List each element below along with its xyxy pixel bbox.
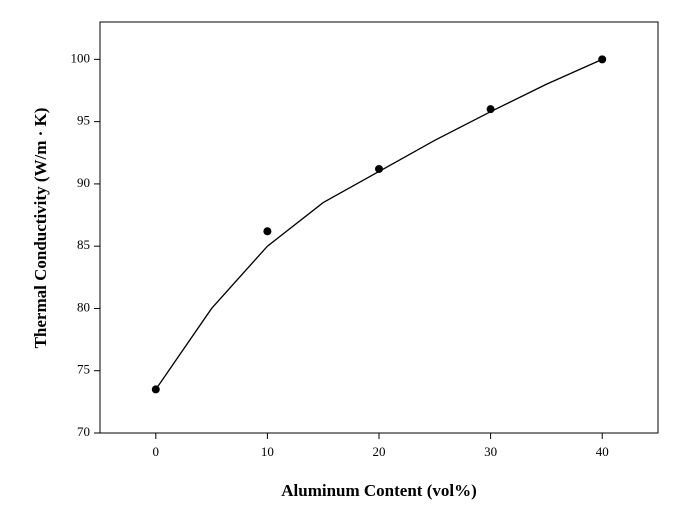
data-point — [151, 385, 160, 394]
y-axis-label: Thermal Conductivity (W/m · K) — [31, 108, 50, 349]
data-point — [263, 227, 272, 236]
fit-curve — [155, 58, 603, 390]
data-point — [598, 55, 607, 64]
data-point — [375, 164, 383, 173]
x-tick-label: 40 — [596, 444, 609, 459]
y-tick-label: 70 — [77, 424, 90, 439]
x-tick-label: 20 — [373, 444, 386, 459]
y-tick-label: 80 — [77, 299, 90, 314]
x-tick-label: 0 — [153, 444, 160, 459]
x-axis-label: Aluminum Content (vol%) — [281, 481, 477, 500]
y-tick-label: 100 — [71, 50, 91, 65]
data-point — [486, 105, 495, 114]
y-tick-label: 85 — [77, 237, 90, 252]
x-tick-label: 10 — [261, 444, 274, 459]
x-tick-label: 30 — [484, 444, 497, 459]
y-tick-label: 75 — [77, 362, 90, 377]
y-tick-label: 95 — [77, 113, 90, 128]
plot-frame — [99, 21, 659, 434]
y-tick-label: 90 — [77, 175, 90, 190]
